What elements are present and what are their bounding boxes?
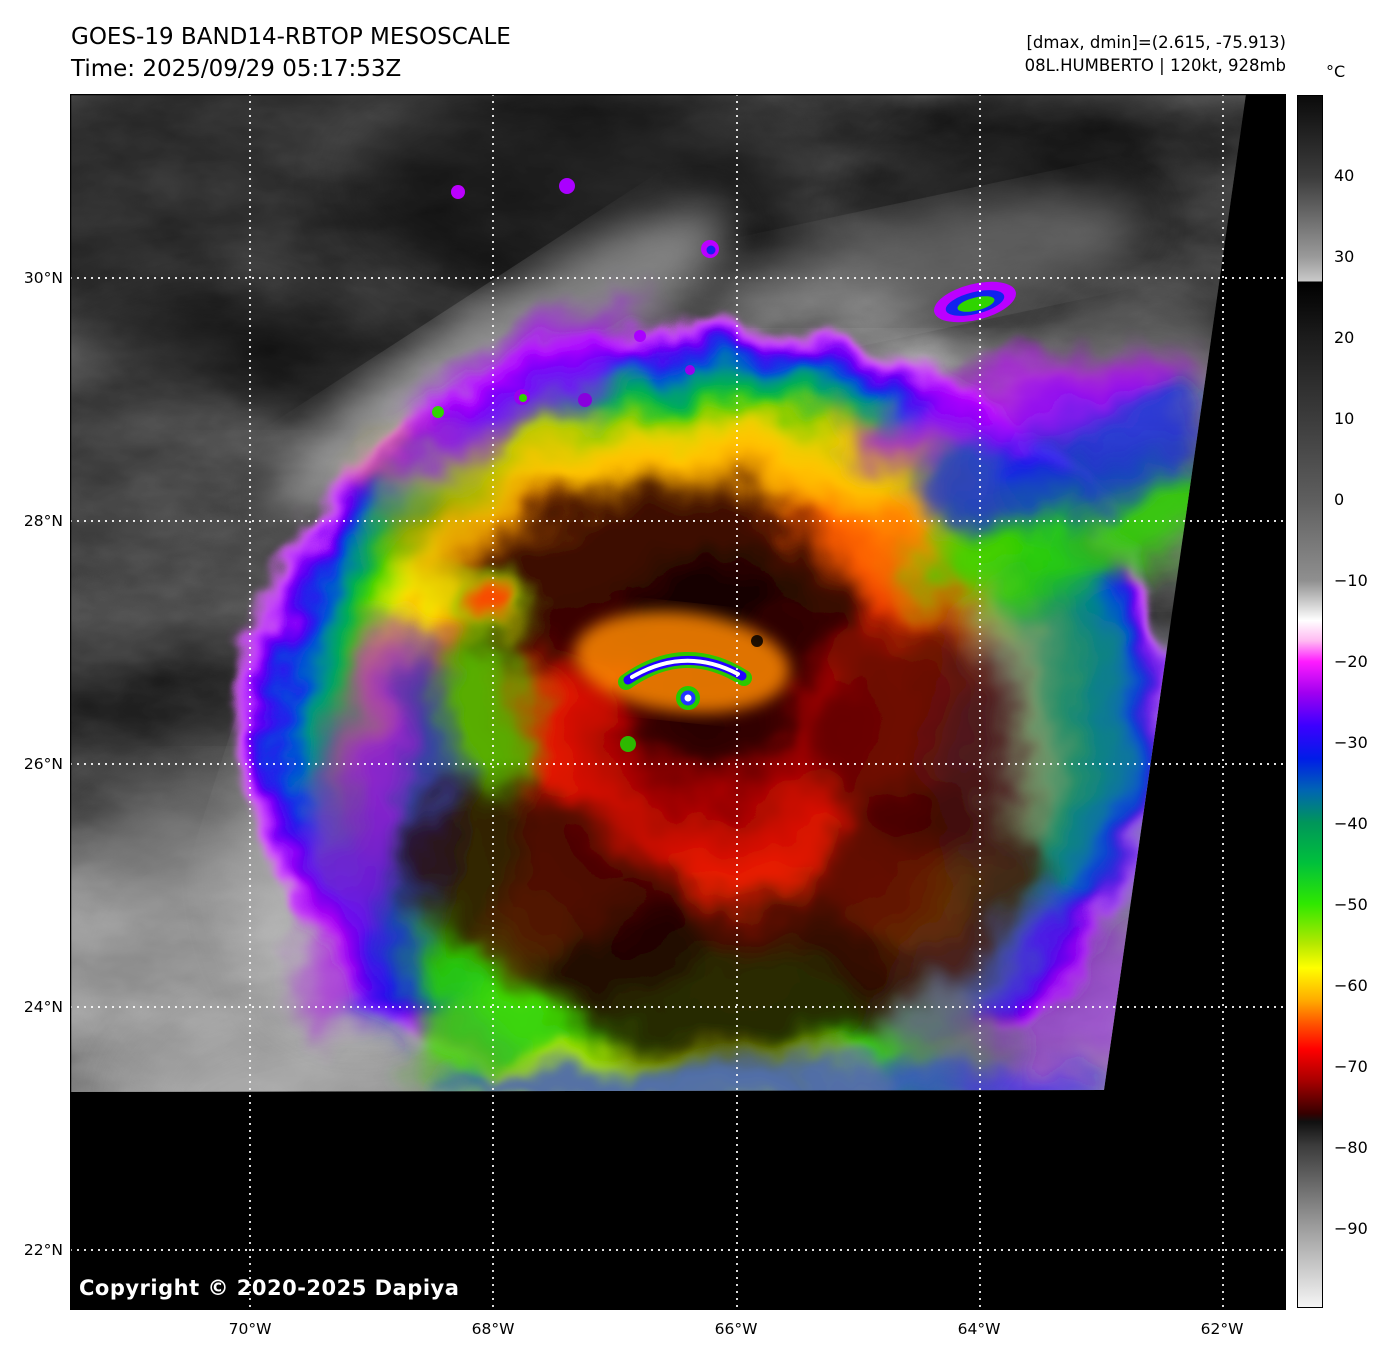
colorbar-tick: 40: [1334, 166, 1355, 185]
satellite-image: [69, 93, 1287, 1311]
data-region: [70, 94, 1246, 1092]
colorbar-tick-labels: 40 30 20 10 0 −10 −20 −30 −40 −50 −60 −70 −80 −90: [1334, 0, 1390, 1359]
colorbar-tick: −60: [1334, 976, 1368, 995]
lon-label: 66°W: [714, 1320, 758, 1338]
colorbar-tick: −40: [1334, 814, 1368, 833]
lon-label: 62°W: [1200, 1320, 1244, 1338]
colorbar-tick: 20: [1334, 328, 1355, 347]
lon-label: 70°W: [228, 1320, 272, 1338]
range-info: [dmax, dmin]=(2.615, -75.913): [1026, 33, 1287, 52]
colorbar-tick: 0: [1334, 490, 1345, 509]
colorbar-unit-label: °C: [1326, 62, 1346, 81]
cold-specks: [432, 178, 1016, 418]
lon-label: 68°W: [471, 1320, 515, 1338]
timestamp: Time: 2025/09/29 05:17:53Z: [71, 56, 402, 82]
colorbar-tick: 30: [1334, 247, 1355, 266]
hurricane-eye: [574, 611, 790, 752]
map-frame: [69, 93, 1287, 1311]
colorbar-tick: −20: [1334, 652, 1368, 671]
lon-label: 64°W: [957, 1320, 1001, 1338]
colorbar-tick: −10: [1334, 571, 1368, 590]
temperature-colorbar: [1297, 95, 1323, 1308]
copyright-text: Copyright © 2020-2025 Dapiya: [79, 1276, 460, 1300]
colorbar-tick: −50: [1334, 895, 1368, 914]
storm-info: 08L.HUMBERTO | 120kt, 928mb: [1024, 56, 1286, 75]
lat-label: 22°N: [23, 1241, 63, 1259]
colorbar-tick: −70: [1334, 1057, 1368, 1076]
lat-label: 28°N: [23, 512, 63, 530]
colorbar-tick: −90: [1334, 1219, 1368, 1238]
colorbar-tick: −80: [1334, 1138, 1368, 1157]
meta-block: [dmax, dmin]=(2.615, -75.913) 08L.HUMBER…: [1025, 31, 1286, 77]
lat-label: 30°N: [23, 269, 63, 287]
lat-label: 26°N: [23, 755, 63, 773]
lat-label: 24°N: [23, 998, 63, 1016]
satellite-map: Copyright © 2020-2025 Dapiya: [69, 93, 1287, 1311]
colorbar-tick: −30: [1334, 733, 1368, 752]
colorbar-tick: 10: [1334, 409, 1355, 428]
page-title: GOES-19 BAND14-RBTOP MESOSCALE: [71, 24, 511, 50]
